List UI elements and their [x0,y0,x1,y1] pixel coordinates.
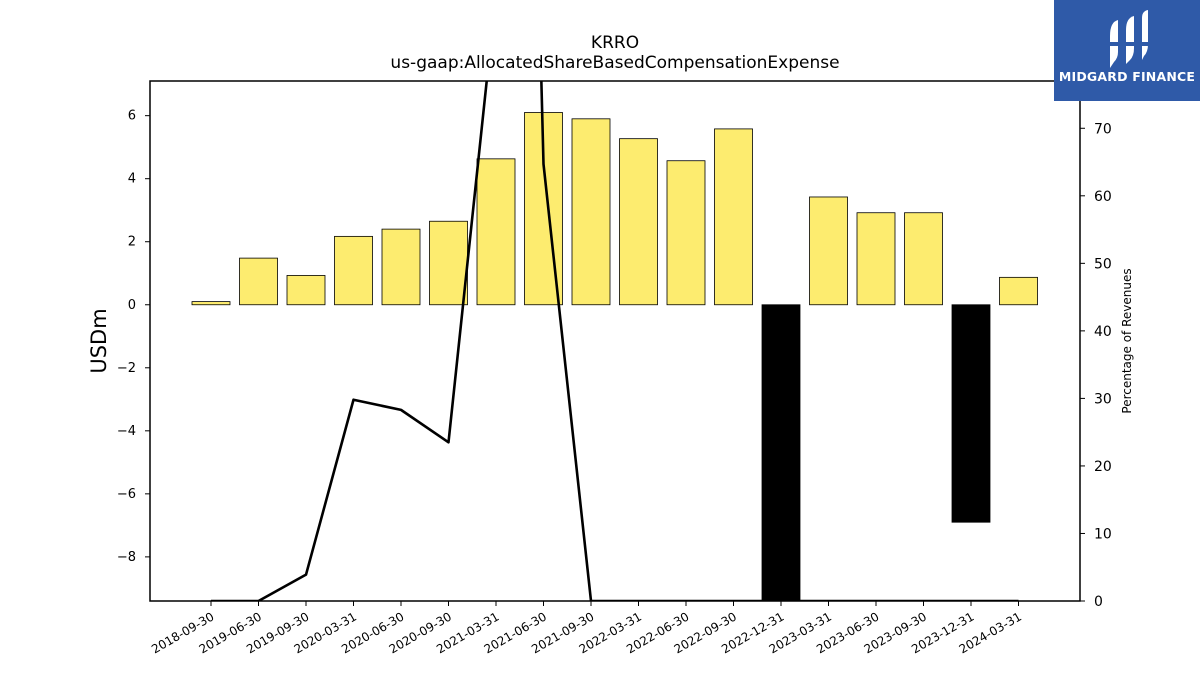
y-axis-left: −8 −6 −4 −2 0 2 4 6 [117,109,150,565]
y2-tick-label: 0 [1094,594,1103,610]
bar [714,128,753,306]
bar-series [191,112,1038,601]
bar [381,228,421,306]
y-tick-label: −2 [117,361,136,376]
y-tick-label: 4 [128,172,136,187]
y2-tick-label: 10 [1094,526,1112,542]
logo-text: MIDGARD FINANCE [1058,69,1196,84]
bar [429,220,468,306]
chart-title: KRRO [591,33,639,53]
bar [999,276,1038,306]
bar [761,304,801,601]
bar [951,304,991,523]
bar [666,160,706,306]
y-tick-label: −6 [117,487,136,502]
y2-tick-label: 60 [1094,189,1112,205]
y-axis-label: USDm [87,308,111,373]
logo: MIDGARD FINANCE [1054,0,1200,101]
y-tick-label: 0 [128,298,136,313]
x-axis: 2018-09-302019-06-302019-09-302020-03-31… [149,601,1024,656]
y-tick-label: −8 [117,550,136,565]
y-tick-label: −4 [117,424,136,439]
bar [476,158,516,306]
bar [856,212,896,306]
y2-tick-label: 40 [1094,324,1112,340]
y-tick-label: 2 [128,235,136,250]
bar [809,196,848,306]
y-axis-right: 0 10 20 30 40 50 60 70 [1080,121,1112,610]
logo-mark-icon [1108,10,1150,68]
bar [904,212,943,306]
bar [571,118,611,306]
chart-subtitle: us-gaap:AllocatedShareBasedCompensationE… [390,53,839,73]
line-path [211,81,1019,601]
y2-tick-label: 20 [1094,459,1112,475]
y2-tick-label: 50 [1094,256,1112,272]
y2-tick-label: 30 [1094,391,1112,407]
y2-axis-label: Percentage of Revenues [1120,268,1134,413]
y2-tick-label: 70 [1094,121,1112,137]
bar [619,138,658,306]
bar [239,257,278,306]
bar [286,275,326,306]
line-series [211,81,1019,601]
y-tick-label: 6 [128,109,136,124]
bar [334,235,373,306]
plot-frame [149,80,1081,602]
bar [191,301,231,306]
